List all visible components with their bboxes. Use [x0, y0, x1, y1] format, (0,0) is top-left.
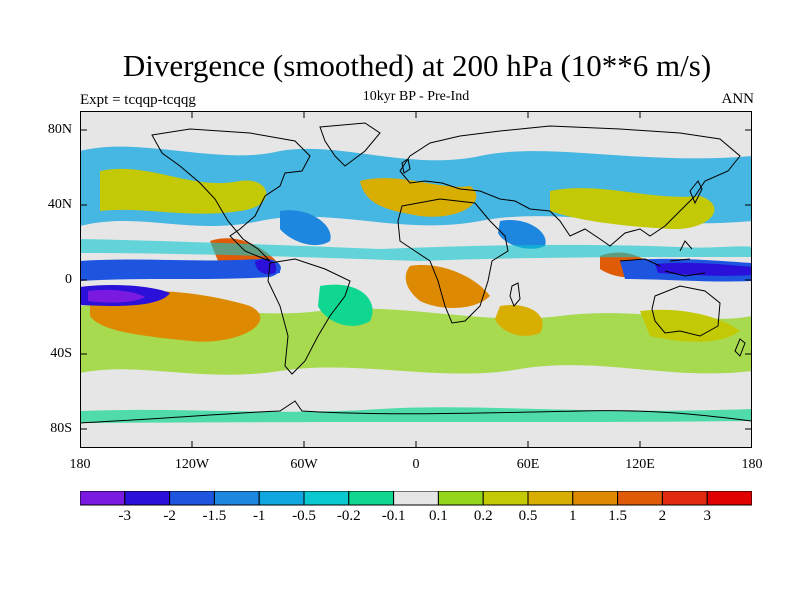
colorbar-swatch	[393, 491, 439, 506]
lon-tick-label: 180	[69, 457, 91, 472]
colorbar-label: -0.2	[336, 508, 361, 524]
colorbar-label: 0.2	[473, 508, 493, 524]
contour-fill	[80, 111, 752, 448]
chart-title: Divergence (smoothed) at 200 hPa (10**6 …	[122, 48, 712, 83]
coastline-new-zealand	[734, 338, 746, 357]
colorbar-swatch	[80, 491, 126, 506]
colorbar-swatch	[661, 491, 708, 506]
coastline-maritime	[619, 240, 706, 277]
coastline-australia	[651, 285, 721, 337]
colorbar-label: -0.5	[292, 508, 316, 524]
colorbar	[80, 491, 752, 506]
colorbar-swatch	[482, 491, 529, 506]
lat-tick-label: 80N	[47, 122, 72, 137]
colorbar-label: 0.1	[429, 508, 448, 524]
colorbar-label: 3	[703, 508, 711, 524]
lat-tick-label: 80S	[50, 421, 72, 436]
colorbar-swatch	[437, 491, 484, 506]
lon-tick-label: 120W	[174, 457, 210, 472]
colorbar-swatch	[617, 491, 663, 506]
colorbar-label: 1	[569, 508, 577, 524]
coastline-eurasia	[399, 125, 741, 247]
chart-subtitle: 10kyr BP - Pre-Ind	[362, 89, 470, 104]
colorbar-label: -2	[163, 508, 176, 524]
colorbar-label: -0.1	[381, 508, 406, 524]
axis-ticks	[80, 111, 752, 448]
map-plot	[80, 111, 752, 448]
colorbar-label: -1.5	[202, 508, 227, 524]
colorbar-swatch	[258, 491, 305, 506]
colorbar-label: 1.5	[608, 508, 627, 524]
contour-region	[318, 284, 373, 326]
contour-region	[495, 305, 543, 336]
colorbar-swatch	[572, 491, 619, 506]
contour-region	[280, 210, 331, 246]
contour-region	[80, 239, 752, 261]
lat-tick-label: 0	[65, 272, 72, 287]
coastline-south-america	[267, 258, 351, 375]
colorbar-label: -3	[118, 508, 132, 524]
lon-tick-label: 0	[412, 457, 420, 472]
colorbar-swatch	[303, 491, 350, 506]
colorbar-swatch	[213, 491, 260, 506]
coastline-uk	[401, 158, 411, 174]
lon-tick-label: 180	[741, 457, 763, 472]
colorbar-swatch	[348, 491, 395, 506]
coastline-antarctica	[80, 400, 752, 424]
lon-tick-label: 60E	[516, 457, 540, 472]
colorbar-label: 2	[658, 508, 667, 524]
contour-region	[655, 262, 752, 276]
colorbar-swatch	[169, 491, 215, 506]
contour-region	[498, 220, 546, 249]
coastline-africa	[397, 198, 509, 324]
coastlines	[80, 122, 752, 424]
experiment-label: Expt = tcqqp-tcqqg	[80, 92, 196, 108]
lon-tick-label: 120E	[625, 457, 655, 472]
lon-tick-label: 60W	[290, 457, 318, 472]
contour-region	[550, 188, 715, 230]
contour-region	[88, 289, 145, 303]
colorbar-label: 0.5	[518, 508, 538, 524]
coastline-greenland	[319, 122, 381, 167]
contour-region	[80, 265, 280, 275]
colorbar-swatch	[124, 491, 171, 506]
coastline-north-america	[151, 128, 311, 262]
contour-region	[360, 178, 477, 217]
coastline-japan	[689, 180, 703, 205]
season-label: ANN	[721, 91, 755, 107]
contour-region	[640, 309, 740, 342]
colorbar-swatch	[527, 491, 574, 506]
colorbar-swatch	[706, 491, 752, 506]
colorbar-label: -1	[252, 508, 266, 524]
lat-tick-label: 40S	[50, 346, 72, 361]
coastline-madagascar	[509, 282, 521, 307]
lat-tick-label: 40N	[47, 197, 72, 212]
contour-region	[100, 168, 267, 214]
contour-region	[405, 265, 490, 308]
